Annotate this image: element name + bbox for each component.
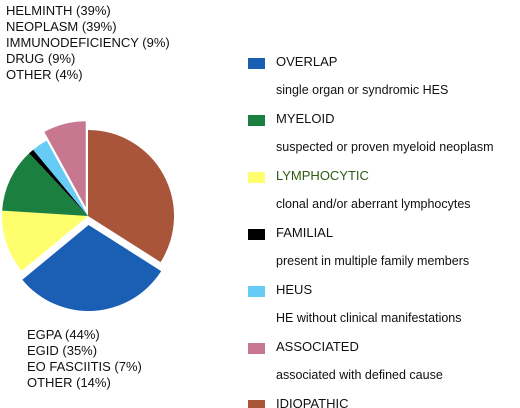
legend-swatch (248, 343, 265, 354)
legend-description: clonal and/or aberrant lymphocytes (276, 197, 471, 211)
legend-label: FAMILIAL (276, 225, 334, 240)
legend-swatch (248, 58, 265, 69)
pie-slice-overlap (22, 224, 162, 311)
pie-slice-heus (33, 140, 88, 216)
legend-description: single organ or syndromic HES (276, 83, 449, 97)
note-line: OTHER (4%) (6, 67, 83, 82)
note-line: DRUG (9%) (6, 51, 76, 66)
note-line: OTHER (14%) (27, 375, 111, 390)
legend-description: associated with defined cause (276, 368, 443, 382)
legend-label: OVERLAP (276, 54, 338, 69)
legend-swatch (248, 172, 265, 183)
note-line: HELMINTH (39%) (6, 3, 111, 18)
legend-label: MYELOID (276, 111, 335, 126)
legend-swatch (248, 229, 265, 240)
legend-swatch (248, 115, 265, 126)
note-line: EO FASCIITIS (7%) (27, 359, 142, 374)
pie-slice-familial (29, 149, 88, 216)
legend-label: IDIOPATHIC (276, 396, 349, 408)
note-line: EGID (35%) (27, 343, 98, 358)
legend-label: LYMPHOCYTIC (276, 168, 369, 183)
legend-swatch (248, 400, 265, 408)
pie-slice-lymphocytic (2, 210, 89, 271)
legend-description: present in multiple family members (276, 254, 470, 268)
overlap-notes: EGPA (44%) EGID (35%) EO FASCIITIS (7%) … (27, 327, 142, 391)
pie-chart (2, 121, 174, 311)
note-line: NEOPLASM (39%) (6, 19, 117, 34)
legend-description: suspected or proven myeloid neoplasm (276, 140, 494, 154)
pie-slice-associated (44, 121, 86, 208)
pie-slice-myeloid (2, 153, 89, 216)
legend-label: HEUS (276, 282, 313, 297)
pie-slice-idiopathic (88, 130, 174, 263)
legend-description: HE without clinical manifestations (276, 311, 462, 325)
note-line: IMMUNODEFICIENCY (9%) (6, 35, 170, 50)
note-line: EGPA (44%) (27, 327, 100, 342)
legend-swatch (248, 286, 265, 297)
associated-causes-notes: HELMINTH (39%) NEOPLASM (39%) IMMUNODEFI… (6, 3, 170, 83)
legend-label: ASSOCIATED (276, 339, 359, 354)
